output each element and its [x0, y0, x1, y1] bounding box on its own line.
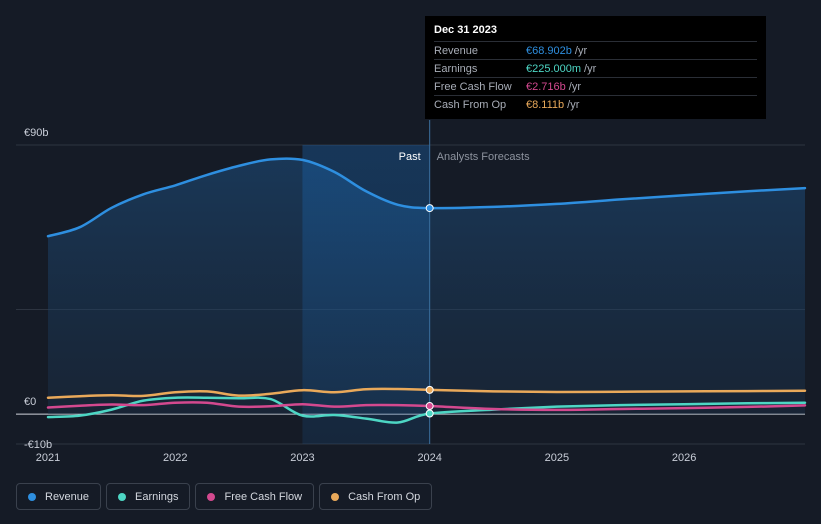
series-line-free-cash-flow: [46, 401, 807, 412]
legend-item-earnings[interactable]: Earnings: [106, 483, 191, 510]
marker-cash-from-op: [425, 385, 434, 394]
tooltip-row-earnings: Earnings €225.000m /yr: [434, 59, 757, 77]
tooltip: Dec 31 2023 Revenue €68.902b /yr Earning…: [425, 16, 766, 119]
series-line-earnings: [46, 396, 807, 424]
marker-revenue: [425, 204, 434, 213]
tooltip-row-free-cash-flow: Free Cash Flow €2.716b /yr: [434, 77, 757, 95]
tooltip-unit: /yr: [567, 98, 580, 111]
x-tick-label: 2025: [545, 452, 569, 464]
x-tick-label: 2022: [163, 452, 187, 464]
y-tick-label: -€10b: [24, 439, 52, 451]
x-tick-label: 2023: [290, 452, 314, 464]
x-tick-label: 2021: [36, 452, 60, 464]
legend-label: Revenue: [45, 490, 90, 503]
tooltip-label: Free Cash Flow: [434, 80, 512, 93]
legend: Revenue Earnings Free Cash Flow Cash Fro…: [16, 483, 433, 510]
legend-dot-icon: [207, 492, 216, 501]
series-line-cash-from-op: [46, 387, 807, 399]
forecast-label: Analysts Forecasts: [437, 151, 530, 163]
series-line-revenue: [46, 157, 807, 238]
tooltip-unit: /yr: [574, 44, 588, 57]
tooltip-value: €2.716b: [526, 80, 566, 93]
y-tick-label: €0: [24, 396, 36, 408]
legend-item-cash-from-op[interactable]: Cash From Op: [319, 483, 433, 510]
tooltip-label: Earnings: [434, 62, 478, 75]
marker-earnings: [425, 409, 434, 418]
tooltip-row-cash-from-op: Cash From Op €8.111b /yr: [434, 95, 757, 113]
tooltip-value: €8.111b: [526, 98, 565, 111]
x-tick-label: 2024: [417, 452, 441, 464]
tooltip-row-revenue: Revenue €68.902b /yr: [434, 41, 757, 59]
tooltip-unit: /yr: [584, 62, 597, 75]
legend-dot-icon: [331, 492, 340, 501]
tooltip-value: €68.902b: [526, 44, 572, 57]
legend-item-revenue[interactable]: Revenue: [16, 483, 102, 510]
tooltip-date: Dec 31 2023: [434, 24, 497, 36]
legend-label: Free Cash Flow: [224, 490, 303, 503]
past-label: Past: [399, 151, 421, 163]
tooltip-label: Cash From Op: [434, 98, 507, 111]
legend-dot-icon: [118, 492, 127, 501]
tooltip-value: €225.000m: [526, 62, 582, 75]
y-tick-label: €90b: [24, 127, 48, 139]
legend-label: Cash From Op: [348, 490, 421, 503]
x-tick-label: 2026: [672, 452, 696, 464]
past-highlight-band: [302, 145, 430, 444]
legend-dot-icon: [28, 492, 36, 501]
tooltip-unit: /yr: [568, 80, 581, 93]
tooltip-label: Revenue: [434, 44, 479, 57]
legend-label: Earnings: [135, 490, 179, 503]
legend-item-free-cash-flow[interactable]: Free Cash Flow: [195, 483, 315, 510]
marker-free-cash-flow: [425, 402, 434, 411]
